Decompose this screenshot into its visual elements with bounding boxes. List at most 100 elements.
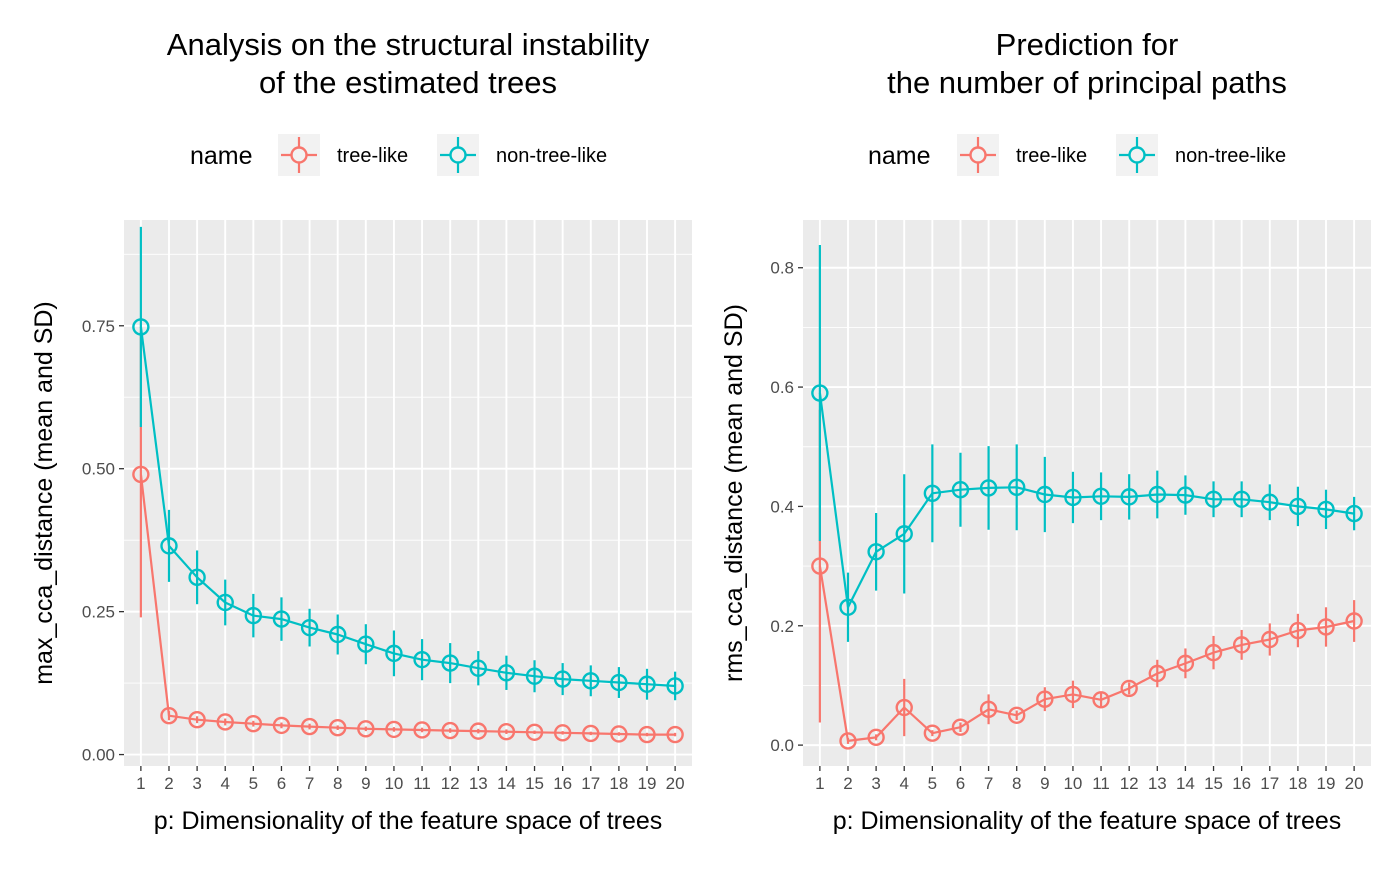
- x-tick-label: 7: [305, 774, 314, 793]
- data-point: [272, 716, 291, 735]
- data-point: [979, 479, 998, 497]
- data-point: [1345, 612, 1363, 630]
- x-tick-label: 16: [553, 774, 572, 793]
- chart-title-line: Analysis on the structural instability: [167, 27, 650, 62]
- data-point: [300, 618, 319, 637]
- data-point: [385, 644, 403, 663]
- x-tick-label: 13: [1148, 774, 1167, 793]
- x-tick-label: 9: [361, 774, 370, 793]
- data-point: [895, 525, 913, 543]
- data-point: [441, 721, 459, 740]
- data-point: [1092, 691, 1110, 709]
- data-point: [923, 484, 942, 502]
- data-point: [638, 725, 656, 744]
- y-tick-label: 0.25: [82, 603, 115, 622]
- data-point: [553, 670, 572, 688]
- data-point: [666, 677, 684, 695]
- legend-label: non-tree-like: [1175, 145, 1286, 167]
- plot-panel-background: [124, 220, 692, 766]
- x-tick-label: 20: [1345, 774, 1364, 793]
- series-line: [139, 474, 676, 736]
- data-point: [1317, 618, 1335, 636]
- data-point: [1036, 485, 1054, 504]
- x-tick-label: 1: [136, 774, 145, 793]
- chart-panel-2: 0.00.20.40.60.81 2 3 4 5 6 7 8 9 10 11 12 13 14 15 16 17…: [720, 27, 1371, 835]
- x-tick-label: 18: [609, 774, 628, 793]
- x-axis-label: p: Dimensionality of the feature space o…: [833, 807, 1342, 835]
- chart-panel-1: 0.000.250.500.751 2 3 4 5 6 7 8 9 10 11 12 13 14 15 16 1…: [30, 27, 692, 835]
- legend-title: name: [190, 142, 253, 170]
- data-point: [160, 537, 178, 555]
- data-point: [357, 635, 375, 653]
- x-tick-label: 4: [220, 774, 229, 793]
- data-point: [469, 722, 487, 740]
- x-tick-label: 5: [928, 774, 937, 793]
- y-tick-label: 0.00: [82, 746, 115, 765]
- data-point: [1120, 488, 1138, 506]
- x-tick-label: 1: [815, 774, 824, 793]
- x-tick-label: 11: [413, 774, 431, 793]
- data-point: [357, 720, 375, 738]
- x-tick-label: 12: [1120, 774, 1139, 793]
- y-tick-label: 0.8: [770, 259, 794, 278]
- data-point: [441, 654, 459, 672]
- data-point: [1120, 679, 1138, 698]
- x-tick-label: 14: [1176, 774, 1195, 793]
- x-tick-label: 17: [581, 774, 600, 793]
- data-point: [811, 557, 829, 575]
- y-axis-label: rms_cca_distance (mean and SD): [720, 304, 748, 682]
- x-tick-label: 8: [1012, 774, 1021, 793]
- data-point: [1008, 478, 1026, 497]
- x-tick-label: 7: [984, 774, 993, 793]
- data-point: [132, 318, 150, 336]
- legend-key-point: [449, 146, 467, 164]
- data-point: [300, 717, 319, 736]
- x-tick-label: 6: [277, 774, 286, 793]
- x-tick-label: 5: [249, 774, 258, 793]
- x-tick-label: 16: [1232, 774, 1251, 793]
- legend: name tree-like non-tree-like: [868, 134, 1286, 176]
- x-tick-label: 8: [333, 774, 342, 793]
- chart-title-line: the number of principal paths: [887, 65, 1287, 100]
- data-point: [160, 706, 178, 725]
- legend-key-point: [290, 146, 308, 164]
- x-tick-label: 4: [899, 774, 908, 793]
- data-point: [1289, 497, 1307, 516]
- x-tick-label: 20: [666, 774, 685, 793]
- data-point: [329, 625, 347, 644]
- data-point: [582, 724, 600, 743]
- chart-title-line: of the estimated trees: [259, 65, 557, 100]
- data-point: [1064, 685, 1082, 704]
- data-point: [244, 606, 263, 625]
- data-point: [329, 718, 347, 737]
- data-point: [1204, 490, 1223, 508]
- data-point: [1176, 486, 1195, 504]
- x-tick-label: 3: [871, 774, 880, 793]
- data-point: [272, 610, 291, 628]
- data-point: [867, 543, 885, 561]
- data-point: [638, 675, 656, 693]
- data-point: [839, 732, 857, 750]
- data-point: [413, 650, 431, 669]
- series-non-tree-like: [811, 245, 1363, 642]
- y-axis-label: max_cca_distance (mean and SD): [30, 301, 58, 685]
- y-tick-label: 0.50: [82, 460, 115, 479]
- data-point: [497, 722, 516, 741]
- data-point: [413, 721, 431, 739]
- data-point: [582, 672, 600, 690]
- x-tick-label: 10: [1063, 774, 1082, 793]
- plot-panel-background: [803, 220, 1371, 766]
- data-point: [1261, 493, 1279, 511]
- legend: name tree-like non-tree-like: [190, 134, 607, 176]
- data-point: [895, 698, 913, 717]
- data-point: [867, 728, 885, 747]
- y-tick-label: 0.2: [770, 617, 794, 636]
- data-point: [666, 725, 684, 744]
- legend-title: name: [868, 142, 931, 170]
- data-point: [1036, 690, 1054, 708]
- x-tick-label: 2: [843, 774, 852, 793]
- data-point: [1232, 636, 1251, 654]
- legend-key-point: [969, 146, 987, 164]
- data-point: [610, 725, 628, 743]
